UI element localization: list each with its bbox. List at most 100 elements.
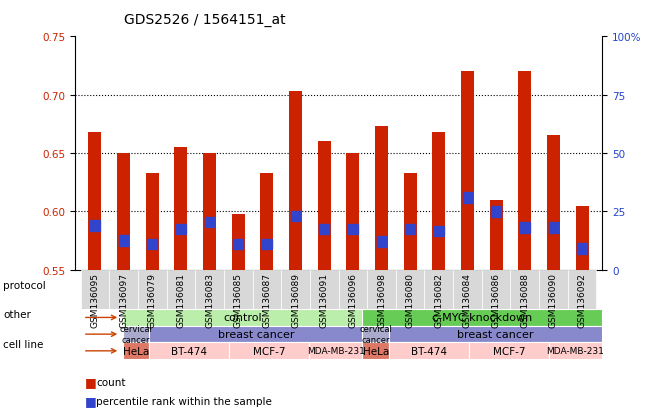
Bar: [176, 224, 186, 235]
Bar: [424, 270, 453, 309]
Text: MCF-7: MCF-7: [253, 346, 286, 356]
Bar: [123, 309, 363, 326]
Text: GSM136086: GSM136086: [492, 272, 501, 327]
Text: cervical
cancer: cervical cancer: [120, 325, 152, 344]
Bar: [348, 224, 357, 235]
Bar: [568, 270, 596, 309]
Bar: [203, 154, 216, 270]
Text: cervical
cancer: cervical cancer: [359, 325, 393, 344]
Text: GSM136091: GSM136091: [320, 272, 329, 327]
Bar: [549, 223, 559, 233]
Text: GSM136089: GSM136089: [291, 272, 300, 327]
Bar: [150, 326, 363, 343]
Text: GSM136090: GSM136090: [549, 272, 558, 327]
Bar: [118, 236, 128, 246]
Text: GSM136092: GSM136092: [577, 272, 587, 327]
Text: GSM136085: GSM136085: [234, 272, 243, 327]
Text: breast cancer: breast cancer: [458, 329, 534, 339]
Bar: [547, 136, 560, 270]
Text: GSM136082: GSM136082: [434, 272, 443, 327]
Text: cell line: cell line: [3, 339, 44, 349]
Bar: [434, 226, 444, 237]
Bar: [174, 148, 187, 270]
Bar: [577, 244, 587, 254]
Bar: [406, 224, 415, 235]
Text: count: count: [96, 377, 126, 387]
Bar: [453, 270, 482, 309]
Text: BT-474: BT-474: [171, 346, 208, 356]
Bar: [117, 154, 130, 270]
Text: HeLa: HeLa: [363, 346, 389, 356]
Bar: [549, 343, 602, 359]
Bar: [146, 173, 159, 270]
Bar: [520, 223, 530, 233]
Text: GSM136095: GSM136095: [90, 272, 100, 327]
Bar: [290, 211, 300, 222]
Text: GSM136098: GSM136098: [377, 272, 386, 327]
Bar: [289, 92, 302, 270]
Bar: [463, 192, 473, 203]
Bar: [195, 270, 224, 309]
Text: BT-474: BT-474: [411, 346, 447, 356]
Text: MCF-7: MCF-7: [493, 346, 525, 356]
Text: MDA-MB-231: MDA-MB-231: [547, 347, 605, 356]
Bar: [339, 270, 367, 309]
Bar: [229, 343, 309, 359]
Bar: [147, 239, 157, 250]
Bar: [109, 270, 138, 309]
Bar: [262, 239, 271, 250]
Text: breast cancer: breast cancer: [217, 329, 294, 339]
Bar: [309, 343, 363, 359]
Bar: [204, 217, 214, 228]
Bar: [90, 221, 100, 231]
Text: GSM136080: GSM136080: [406, 272, 415, 327]
Bar: [377, 237, 387, 247]
Bar: [539, 270, 568, 309]
Bar: [281, 270, 310, 309]
Bar: [510, 270, 539, 309]
Text: other: other: [3, 310, 31, 320]
Bar: [363, 343, 389, 359]
Bar: [123, 343, 150, 359]
Bar: [123, 326, 150, 343]
Text: GSM136084: GSM136084: [463, 272, 472, 327]
Bar: [167, 270, 195, 309]
Text: c-MYC knockdown: c-MYC knockdown: [432, 313, 533, 323]
Text: GDS2526 / 1564151_at: GDS2526 / 1564151_at: [124, 13, 285, 27]
Bar: [396, 270, 424, 309]
Bar: [346, 154, 359, 270]
Bar: [150, 343, 229, 359]
Text: GSM136087: GSM136087: [262, 272, 271, 327]
Text: GSM136088: GSM136088: [520, 272, 529, 327]
Bar: [320, 224, 329, 235]
Bar: [469, 343, 549, 359]
Bar: [363, 326, 389, 343]
Text: ■: ■: [85, 394, 96, 407]
Bar: [404, 173, 417, 270]
Bar: [389, 343, 469, 359]
Bar: [432, 133, 445, 270]
Bar: [389, 326, 602, 343]
Text: protocol: protocol: [3, 280, 46, 290]
Bar: [375, 127, 388, 270]
Text: HeLa: HeLa: [123, 346, 149, 356]
Bar: [482, 270, 510, 309]
Bar: [367, 270, 396, 309]
Bar: [492, 206, 501, 217]
Bar: [224, 270, 253, 309]
Text: GSM136079: GSM136079: [148, 272, 157, 327]
Bar: [253, 270, 281, 309]
Bar: [138, 270, 167, 309]
Text: percentile rank within the sample: percentile rank within the sample: [96, 396, 272, 406]
Bar: [363, 309, 602, 326]
Bar: [232, 214, 245, 270]
Bar: [461, 72, 474, 270]
Text: GSM136097: GSM136097: [119, 272, 128, 327]
Bar: [233, 239, 243, 250]
Bar: [518, 72, 531, 270]
Bar: [81, 270, 109, 309]
Bar: [318, 142, 331, 270]
Bar: [260, 173, 273, 270]
Text: GSM136081: GSM136081: [176, 272, 186, 327]
Bar: [490, 200, 503, 270]
